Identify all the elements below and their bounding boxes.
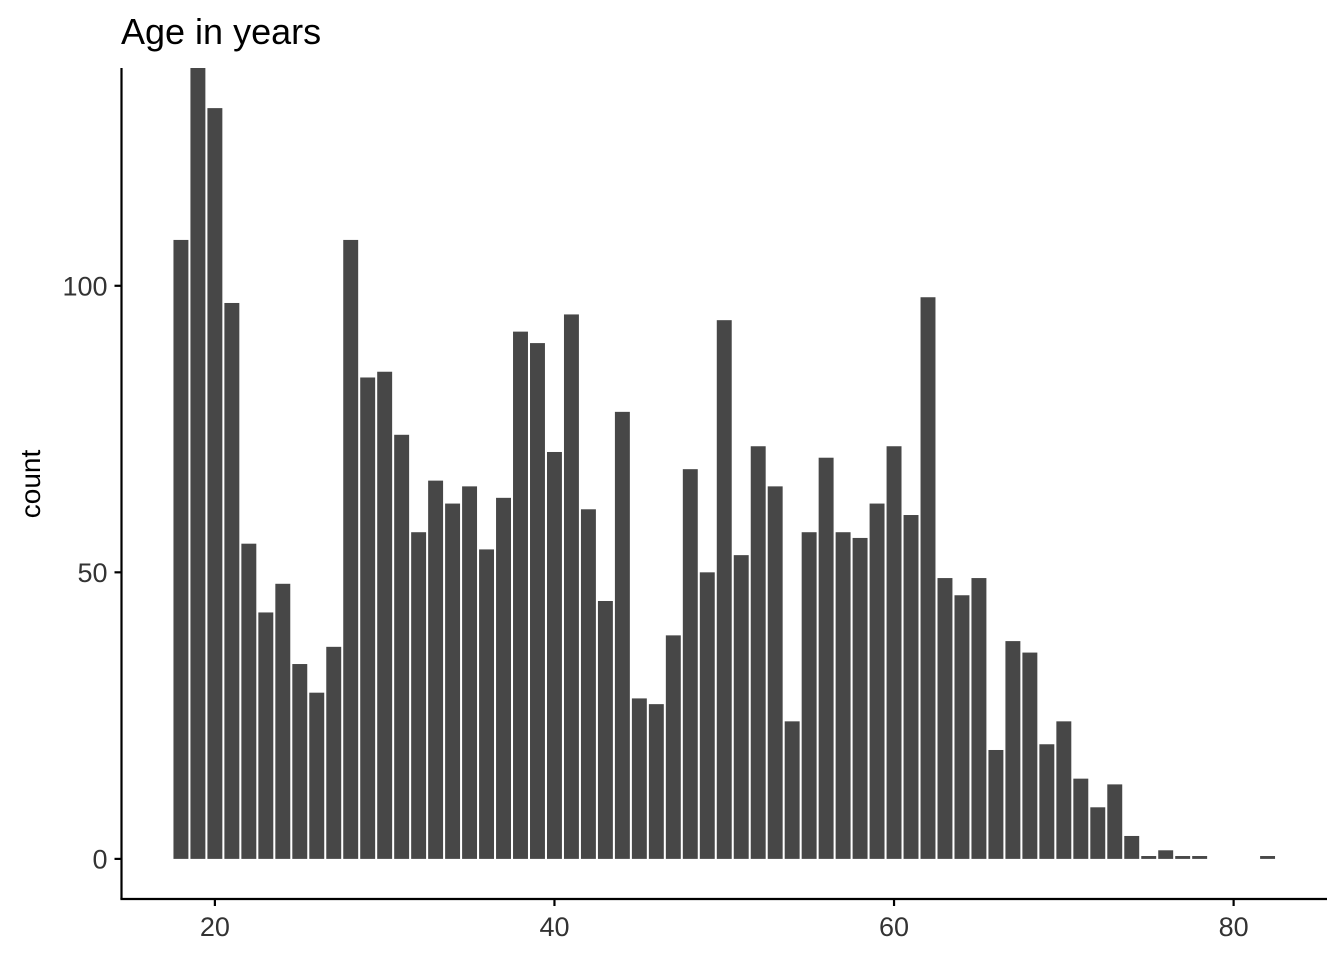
histogram-bar: [530, 343, 545, 859]
histogram-bar: [224, 302, 240, 859]
histogram-bar: [428, 480, 444, 859]
histogram-bar: [462, 486, 478, 859]
histogram-bar: [580, 509, 596, 859]
histogram-bar: [750, 446, 766, 859]
histogram-bar: [1056, 721, 1072, 859]
histogram-bar: [1124, 835, 1140, 859]
histogram-bar: [614, 411, 630, 859]
histogram-bar: [479, 549, 495, 859]
x-tick-label: 20: [200, 912, 230, 942]
x-tick-label: 60: [879, 912, 909, 942]
histogram-bar: [665, 635, 681, 859]
histogram-bar: [869, 503, 885, 859]
histogram-bar: [258, 612, 274, 859]
histogram-bar: [1073, 778, 1089, 859]
histogram-bar: [988, 749, 1004, 859]
histogram-bar: [631, 698, 647, 859]
histogram-bar: [207, 108, 223, 859]
histogram-bar: [309, 692, 325, 859]
histogram-bar: [920, 297, 936, 859]
histogram-bar: [937, 578, 953, 859]
histogram-bar: [903, 515, 919, 859]
histogram-bar: [699, 572, 715, 859]
histogram-bar: [1107, 784, 1123, 859]
histogram-bar: [852, 537, 868, 859]
y-tick-label: 100: [62, 271, 107, 301]
y-tick-label: 0: [92, 844, 107, 874]
histogram-bar: [377, 371, 393, 859]
histogram-bar: [1022, 652, 1038, 859]
histogram-bar: [1158, 850, 1174, 859]
histogram-bar: [275, 583, 291, 859]
histogram-bar: [682, 469, 698, 859]
histogram-bar: [1005, 641, 1021, 859]
histogram-bar: [1192, 856, 1208, 859]
histogram-bar: [886, 446, 902, 859]
histogram-bar: [716, 320, 732, 859]
bars-group: [173, 68, 1276, 859]
histogram-bar: [292, 664, 308, 859]
x-axis-ticks: 20 40 60 80: [200, 899, 1249, 942]
histogram-bar: [173, 239, 189, 859]
histogram-bar: [563, 314, 579, 859]
histogram-bar: [954, 595, 970, 859]
x-tick-label: 40: [539, 912, 569, 942]
x-tick-label: 80: [1219, 912, 1249, 942]
histogram-bar: [360, 377, 376, 859]
histogram-bar: [1175, 856, 1191, 859]
histogram-bar: [394, 434, 410, 859]
histogram-bar: [767, 486, 783, 859]
histogram-bar: [445, 503, 461, 859]
y-axis-ticks: 0 50 100: [62, 271, 122, 874]
histogram-bar: [835, 532, 851, 859]
histogram-bar: [326, 646, 342, 859]
histogram-bar: [190, 68, 206, 859]
histogram-bar: [801, 532, 817, 859]
y-tick-label: 50: [77, 558, 107, 588]
histogram-bar: [971, 578, 987, 859]
y-axis-title: count: [15, 450, 46, 519]
histogram-bar: [1039, 744, 1055, 859]
chart-title: Age in years: [121, 11, 321, 52]
histogram-bar: [496, 497, 511, 859]
histogram-bar: [1141, 856, 1157, 859]
histogram-bar: [513, 331, 528, 859]
histogram-bar: [546, 451, 562, 859]
histogram-bar: [648, 704, 664, 859]
histogram-bar: [343, 239, 359, 859]
histogram-bar: [818, 457, 834, 859]
histogram-bar: [411, 532, 427, 859]
histogram-bar: [1260, 856, 1276, 859]
histogram-bar: [784, 721, 800, 859]
histogram-bar: [733, 555, 749, 859]
histogram-bar: [597, 600, 613, 859]
histogram-bar: [241, 543, 257, 859]
histogram-bar: [1090, 807, 1106, 859]
